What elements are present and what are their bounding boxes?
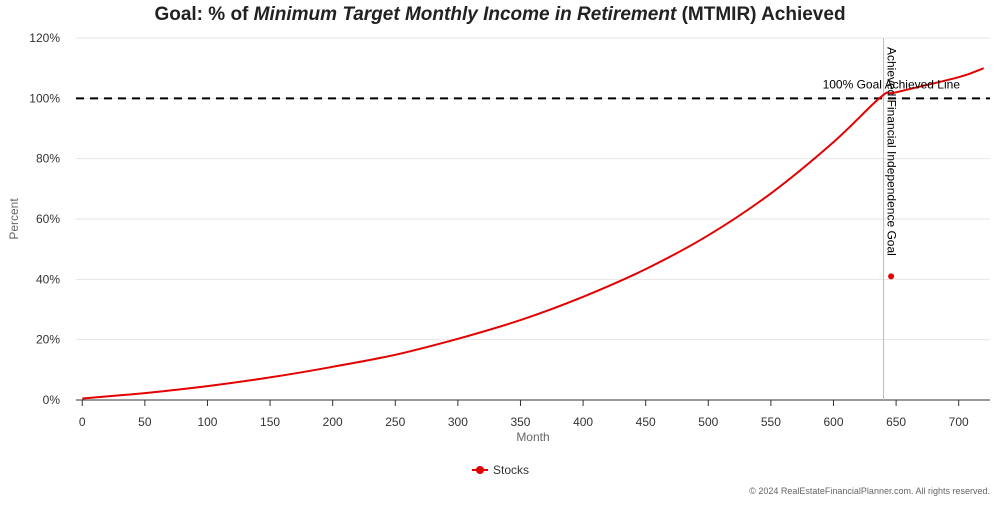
y-tick-label: 100%: [29, 91, 60, 105]
series-line-stocks[interactable]: [82, 67, 985, 400]
series-group[interactable]: [82, 67, 985, 400]
x-tick-label: 550: [761, 415, 781, 429]
copyright-footer: © 2024 RealEstateFinancialPlanner.com. A…: [749, 486, 990, 496]
y-tick-label: 120%: [29, 31, 60, 45]
fi-goal-marker[interactable]: [888, 273, 895, 280]
x-tick-label: 200: [323, 415, 343, 429]
y-axis-label: Percent: [7, 198, 21, 240]
x-tick-label: 50: [138, 415, 152, 429]
x-tick-label: 500: [698, 415, 718, 429]
y-tick-label: 80%: [36, 152, 60, 166]
x-tick-label: 300: [448, 415, 468, 429]
x-axis-label: Month: [516, 430, 549, 444]
y-axis-ticks: 0% 20% 40% 60% 80% 100% 120%: [29, 31, 60, 407]
legend-stocks-marker: [476, 466, 484, 474]
x-tick-label: 350: [510, 415, 530, 429]
title-part-1: Minimum Target Monthly Income in Retirem…: [254, 4, 677, 25]
x-tick-label: 450: [636, 415, 656, 429]
x-tick-label: 250: [385, 415, 405, 429]
grid-lines: [76, 37, 990, 341]
y-tick-label: 40%: [36, 272, 60, 286]
chart-title: Goal: % of Minimum Target Monthly Income…: [154, 4, 845, 25]
y-tick-label: 20%: [36, 333, 60, 347]
x-tick-label: 400: [573, 415, 593, 429]
legend[interactable]: Stocks: [472, 463, 529, 477]
x-tick-label: 650: [886, 415, 906, 429]
x-axis-ticks: 0 50 100 150 200 250 300 350 400 450 500 550 600 650 7…: [79, 400, 969, 429]
fi-goal-label: Achieved Financial Independence Goal: [885, 47, 899, 256]
y-tick-label: 0%: [43, 393, 61, 407]
y-tick-label: 60%: [36, 212, 60, 226]
x-tick-label: 600: [823, 415, 843, 429]
title-part-2: (MTMIR) Achieved: [676, 4, 845, 25]
x-tick-label: 0: [79, 415, 86, 429]
x-tick-label: 700: [949, 415, 969, 429]
title-part-0: Goal: % of: [154, 4, 253, 25]
goal-line-label: 100% Goal Achieved Line: [823, 77, 961, 91]
legend-stocks-label: Stocks: [493, 463, 529, 477]
x-tick-label: 150: [260, 415, 280, 429]
x-tick-label: 100: [197, 415, 217, 429]
